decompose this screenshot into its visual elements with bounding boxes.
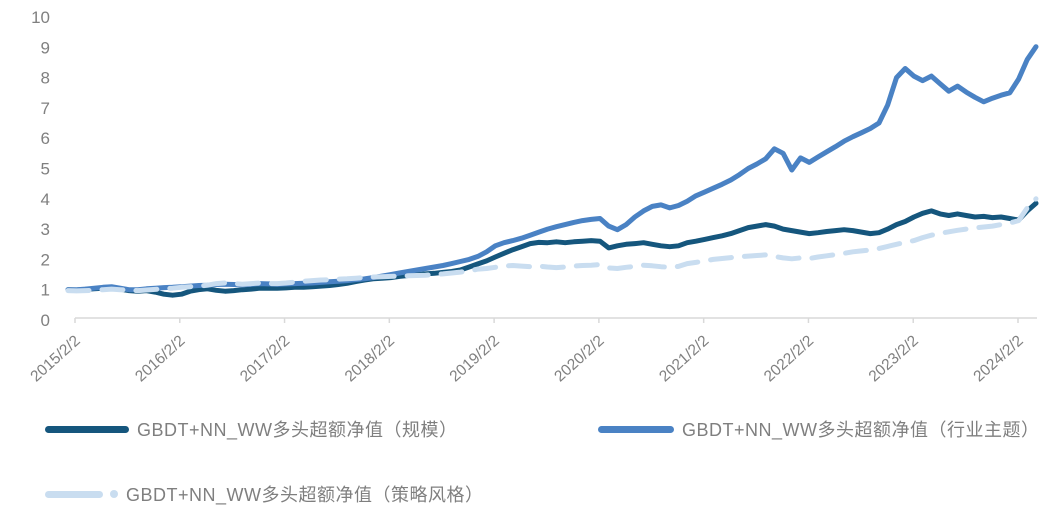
x-tick-label: 2021/2/2 [656, 332, 712, 385]
series-line-2 [65, 196, 1039, 294]
y-tick-label: 5 [41, 160, 50, 179]
x-tick-label: 2022/2/2 [761, 332, 817, 385]
legend-item-strategy-style: GBDT+NN_WW多头超额净值（策略风格） [45, 485, 484, 505]
x-tick-label: 2018/2/2 [342, 332, 398, 385]
y-tick-label: 0 [41, 311, 50, 330]
legend-line-swatch-industry-theme [598, 425, 674, 433]
legend-dash-dot-marker [45, 490, 118, 498]
legend-line-swatch-scale [45, 425, 129, 433]
legend-label-scale: GBDT+NN_WW多头超额净值（规模） [137, 420, 458, 440]
x-tick-label: 2015/2/2 [27, 332, 83, 385]
y-tick-label: 7 [41, 99, 50, 118]
y-tick-label: 2 [41, 250, 50, 269]
y-tick-label: 6 [41, 129, 50, 148]
legend-dot-swatch-strategy-style [110, 490, 118, 498]
legend-dash-swatch-strategy-style [45, 490, 103, 498]
x-tick-label: 2017/2/2 [237, 332, 293, 385]
y-tick-label: 10 [31, 8, 50, 27]
line-chart: 2015/2/2 2016/2/2 2017/2/2 2018/2/2 2019/2/2… [27, 8, 1039, 385]
y-tick-label: 8 [41, 69, 50, 88]
x-tick-label: 2023/2/2 [866, 332, 922, 385]
series-line-0 [65, 200, 1039, 298]
x-tick-label: 2024/2/2 [970, 332, 1026, 385]
x-tick-label: 2020/2/2 [551, 332, 607, 385]
y-tick-label: 4 [41, 190, 50, 209]
y-tick-label: 1 [41, 281, 50, 300]
legend-label-industry-theme: GBDT+NN_WW多头超额净值（行业主题） [682, 420, 1040, 440]
legend-item-industry-theme: GBDT+NN_WW多头超额净值（行业主题） [598, 420, 1040, 440]
x-tick-label: 2019/2/2 [447, 332, 503, 385]
legend-label-strategy-style: GBDT+NN_WW多头超额净值（策略风格） [126, 485, 484, 505]
legend-item-scale: GBDT+NN_WW多头超额净值（规模） [45, 420, 458, 440]
y-tick-label: 3 [41, 220, 50, 239]
series-line-1 [65, 44, 1039, 293]
y-tick-label: 9 [41, 38, 50, 57]
x-tick-label: 2016/2/2 [132, 332, 188, 385]
